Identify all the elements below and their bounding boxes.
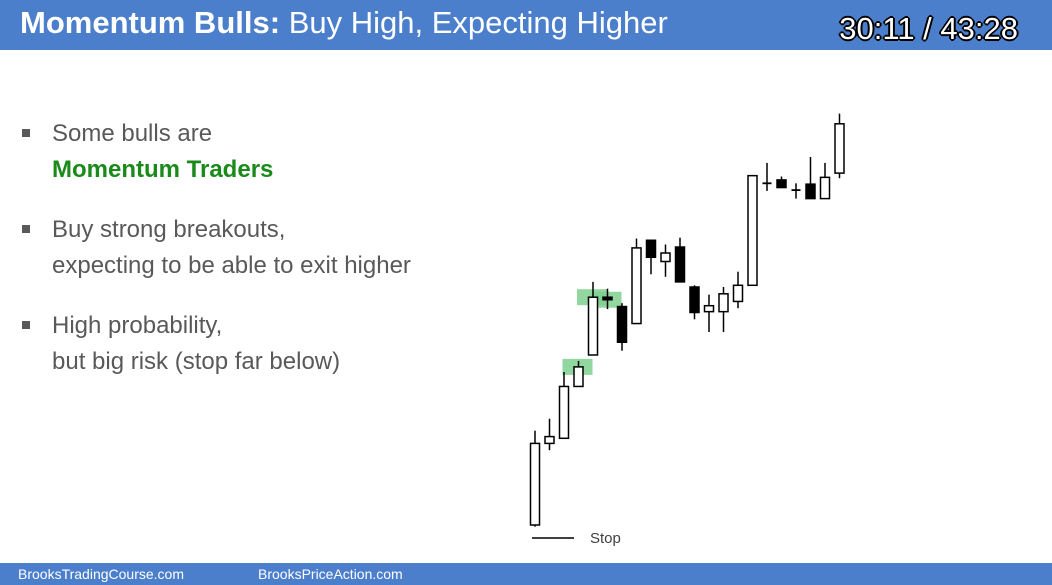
- candle-body: [703, 304, 715, 313]
- footer-link-left[interactable]: BrooksTradingCourse.com: [18, 566, 184, 582]
- footer-link-right[interactable]: BrooksPriceAction.com: [258, 566, 403, 582]
- candle-body: [631, 247, 642, 325]
- candle-body: [602, 296, 613, 301]
- candles-group: [529, 113, 845, 527]
- candle-body: [834, 123, 845, 174]
- candle-body: [645, 239, 657, 258]
- bullet-list: Some bulls are Momentum Traders Buy stro…: [22, 116, 502, 404]
- bullet-text: expecting to be able to exit higher: [52, 252, 411, 279]
- candle-body: [776, 179, 787, 189]
- bullet-text: Buy strong breakouts,: [52, 216, 286, 243]
- candle-body: [747, 174, 758, 287]
- candle-body: [660, 252, 671, 263]
- stop-label: Stop: [590, 530, 621, 547]
- footer-bar: BrooksTradingCourse.com BrooksPriceActio…: [0, 563, 1052, 585]
- bullet-square-icon: [22, 225, 30, 233]
- bullet-square-icon: [22, 321, 30, 329]
- bullet-square-icon: [22, 129, 30, 137]
- candle-body: [805, 183, 816, 200]
- candle-body: [544, 435, 555, 445]
- candle-body: [558, 385, 570, 440]
- title-bar: Momentum Bulls: Buy High, Expecting High…: [0, 0, 1052, 50]
- candle-body: [718, 293, 729, 313]
- video-timer: 30:11 / 43:28: [839, 11, 1018, 46]
- candle-body: [819, 176, 831, 200]
- candle-body: [587, 296, 599, 356]
- candle-body: [529, 442, 541, 526]
- bullet-item: High probability, but big risk (stop far…: [22, 308, 502, 380]
- bullet-text: Some bulls are: [52, 120, 213, 147]
- candle-body: [573, 366, 584, 388]
- slide-title-bold: Momentum Bulls:: [20, 5, 281, 40]
- bullet-item: Buy strong breakouts, expecting to be ab…: [22, 212, 502, 284]
- bullet-text: High probability,: [52, 312, 223, 339]
- candle-body: [689, 286, 700, 314]
- slide-title-rest: Buy High, Expecting Higher: [288, 5, 668, 40]
- slide-title: Momentum Bulls: Buy High, Expecting High…: [20, 4, 668, 42]
- bullet-item: Some bulls are Momentum Traders: [22, 116, 502, 188]
- bullet-highlight: Momentum Traders: [52, 156, 274, 183]
- candle-body: [674, 246, 686, 283]
- candle-body: [616, 305, 628, 343]
- candle-body: [732, 284, 744, 303]
- bullet-text: but big risk (stop far below): [52, 348, 341, 375]
